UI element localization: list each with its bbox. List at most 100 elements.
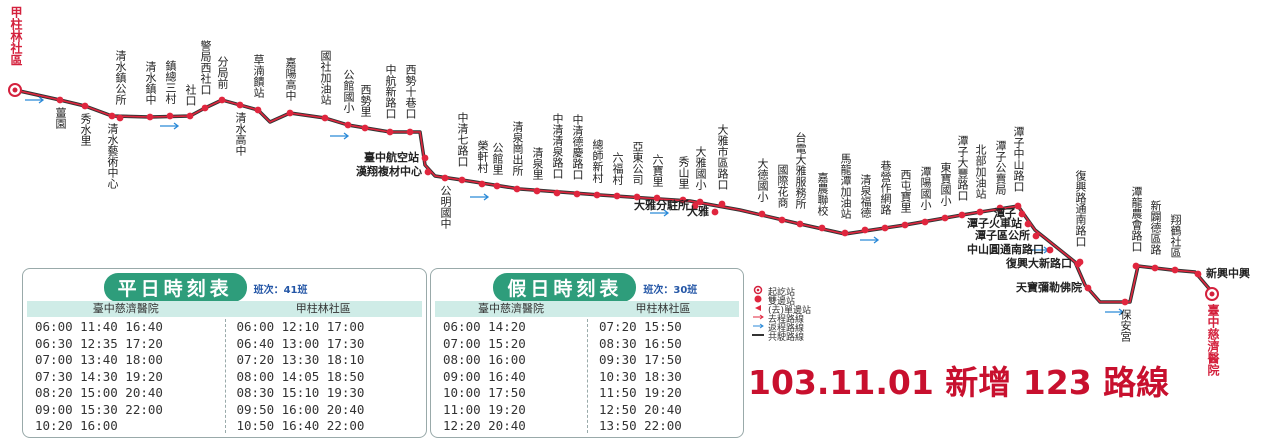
timetable-row: 10:30 18:30: [599, 368, 682, 384]
timetable-row: 13:50 22:00: [599, 418, 682, 433]
direction-arrow: [860, 236, 880, 244]
timetable-row: 13:20: [443, 435, 526, 438]
station-dot: [679, 196, 687, 204]
station-label: 大雅市區路口: [716, 124, 729, 190]
station-dot: [573, 190, 581, 198]
station-label: 薑園: [54, 107, 67, 129]
direction-arrow: [160, 122, 180, 130]
timetable-row: 10:50 16:40 22:00: [236, 418, 365, 433]
station-label: 鎮總三村: [164, 60, 177, 104]
station-dot: [286, 109, 294, 117]
legend-icon: [753, 323, 764, 329]
station-label: 公明國中: [439, 185, 452, 229]
timetable-row: 06:00 12:10 17:00: [236, 319, 365, 334]
timetable-row: 07:30 14:30 19:20: [35, 368, 163, 384]
station-label: 清水藝術中心: [106, 123, 119, 189]
station-dot: [1132, 262, 1140, 270]
station-label: 中清德慶路口: [571, 114, 584, 180]
legend-label: 返程路線: [768, 324, 805, 334]
station-label: 嘉農聯校: [816, 172, 829, 216]
timetable-header-cell: 臺中慈濟醫院: [92, 302, 159, 315]
station-label: 潭子大豐路口: [956, 135, 969, 201]
timetable-header: 臺中慈濟醫院 甲柱林社區: [435, 301, 739, 317]
station-label: 嘉陽高中: [284, 57, 297, 101]
station-dot: [941, 214, 949, 222]
timetable-row: 10:20 16:00: [35, 418, 118, 433]
station-label: 天寶彌勒佛院: [1016, 281, 1082, 294]
station-dot: [633, 193, 641, 201]
station-label: 秀山里: [677, 156, 690, 189]
station-dot: [818, 224, 826, 232]
timetable-row: 09:00 15:30 22:00: [35, 401, 163, 417]
timetable-row: 06:40 13:00 17:30: [236, 335, 365, 351]
station-label: 中清清泉路口: [551, 113, 564, 179]
station-dot: [108, 112, 116, 120]
station-label: 中清七路口: [456, 112, 469, 167]
station-label: 清泉福德: [859, 174, 872, 218]
station-label: 潭子公賣局: [994, 140, 1007, 195]
timetable-row: 14:50: [599, 435, 682, 438]
station-label: 翔鶴社區: [1169, 214, 1182, 258]
timetable-column: 06:00 12:10 17:00 06:40 13:00 17:30 07:20 …: [237, 319, 365, 435]
station-dot: [361, 124, 369, 132]
station-dot: [186, 112, 194, 120]
timetable-row: 09:00 16:40: [443, 368, 526, 384]
legend-label: (去)單邊站: [768, 306, 812, 316]
station-label: 潭龍農會路口: [1130, 186, 1143, 252]
station-label: 中航新路口: [384, 64, 397, 119]
station-dot: [653, 194, 661, 202]
station-label: 公館里: [491, 142, 504, 175]
timetable-header-cell: 甲柱林社區: [635, 302, 691, 315]
station-dot: [696, 198, 704, 206]
station-label: 草湳饋站: [252, 54, 265, 98]
station-dot: [406, 128, 414, 136]
legend-label: 去程路線: [768, 315, 805, 325]
station-label: 新興中興: [1206, 267, 1250, 280]
station-dot: [344, 121, 352, 129]
timetable-column: 06:00 11:40 16:40 06:30 12:35 17:20 07:00 …: [35, 319, 163, 435]
station-label: 大雅國小: [694, 146, 707, 190]
timetable-title: 平日時刻表: [103, 273, 247, 302]
station-label: 警局西社口: [199, 40, 212, 95]
station-dot: [1171, 266, 1179, 274]
timetable-row: 07:00 15:20: [443, 335, 526, 351]
station-dot: [711, 208, 719, 216]
station-label: 大雅: [687, 205, 709, 218]
station-label: 清水鎮公所: [114, 50, 127, 105]
station-dot: [861, 226, 869, 234]
terminal-dot: [1209, 291, 1215, 297]
station-label: 亞東公司: [631, 141, 644, 185]
station-label: 公館國小: [342, 69, 355, 113]
station-label: 潭子區公所: [975, 229, 1030, 242]
station-dot: [691, 202, 699, 210]
station-dot: [1084, 284, 1092, 292]
station-dot: [493, 182, 501, 190]
timetable-row: 12:20 20:40: [443, 418, 526, 433]
timetable-row: 12:50 20:40: [599, 401, 682, 417]
station-dot: [796, 220, 804, 228]
timetable-row: 09:30 17:50: [599, 352, 682, 367]
station-label: 國社加油站: [319, 50, 332, 105]
direction-arrow: [650, 209, 670, 217]
timetable-row: 11:00 19:20: [443, 401, 526, 417]
station-label: 漢翔複材中心: [356, 165, 422, 178]
station-dot: [81, 102, 89, 110]
station-label: 台電大雅服務所: [794, 132, 807, 209]
station-label: 潭子中山路口: [1012, 126, 1025, 192]
station-dot: [881, 224, 889, 232]
station-dot: [1151, 264, 1159, 272]
station-label: 復興大新路口: [1006, 257, 1072, 270]
station-label: 西勢里: [359, 84, 372, 117]
station-label: 巷營作網路: [879, 160, 892, 215]
station-label: 清水鎮中: [144, 61, 157, 105]
station-dot: [778, 216, 786, 224]
timetable-row: 07:20 13:30 18:10: [236, 352, 365, 367]
station-label: 大雅分駐所: [634, 199, 689, 212]
station-dot: [116, 114, 124, 122]
station-dot: [958, 211, 966, 219]
station-dot: [1032, 232, 1040, 240]
timetable-row: 11:50 19:20: [599, 385, 682, 400]
timetable: 平日時刻表 班次：41班 臺中慈濟醫院 甲柱林社區 06:00 11:40 16:40 0…: [22, 268, 427, 438]
station-label: 西勢十巷口: [404, 64, 417, 119]
